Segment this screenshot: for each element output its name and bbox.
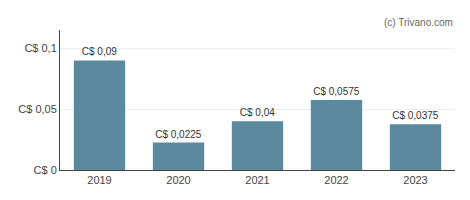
svg-text:C$ 0,0575: C$ 0,0575 [313,86,360,97]
svg-text:C$ 0,0225: C$ 0,0225 [155,129,202,140]
svg-text:2021: 2021 [245,174,269,186]
svg-text:C$ 0,1: C$ 0,1 [24,42,56,54]
svg-text:C$ 0,05: C$ 0,05 [18,103,57,115]
svg-text:2019: 2019 [87,174,111,186]
svg-text:(c) Trivano.com: (c) Trivano.com [384,17,453,28]
svg-text:C$ 0,09: C$ 0,09 [82,46,117,57]
svg-text:2023: 2023 [403,174,427,186]
svg-text:C$ 0: C$ 0 [34,164,57,176]
svg-text:2020: 2020 [166,174,190,186]
svg-text:C$ 0,0375: C$ 0,0375 [392,110,439,121]
svg-text:2022: 2022 [324,174,348,186]
svg-text:C$ 0,04: C$ 0,04 [240,107,275,118]
